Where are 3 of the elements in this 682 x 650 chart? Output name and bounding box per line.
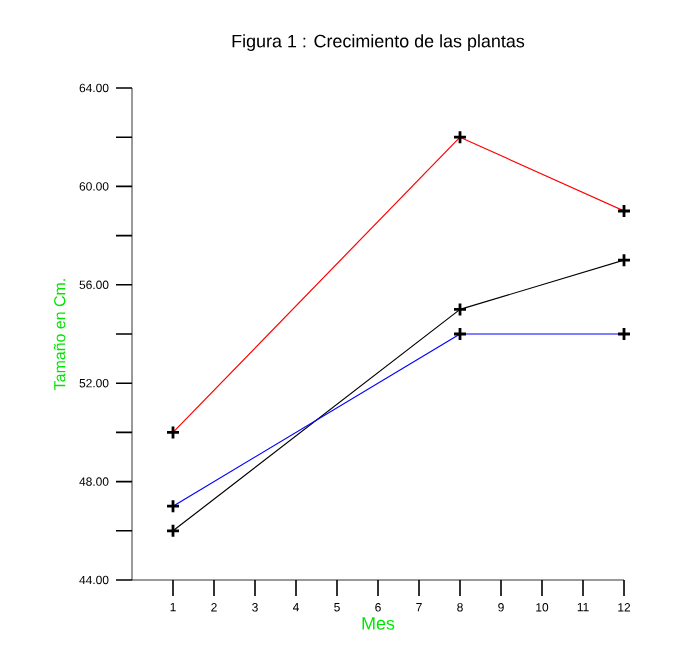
- point: [452, 302, 468, 317]
- x-axis-title: Mes: [362, 617, 395, 630]
- chart-title: Figura 1 : Crecimiento de las plantas: [232, 34, 525, 51]
